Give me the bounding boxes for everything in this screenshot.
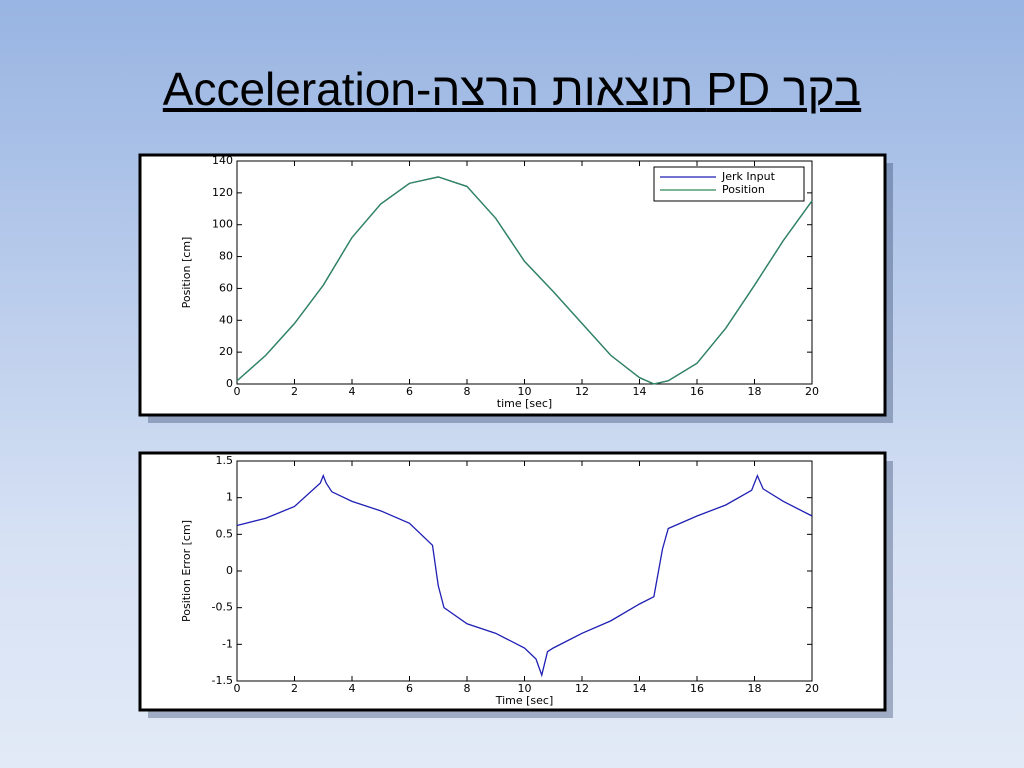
plot-area: [236, 460, 813, 682]
x-tick-label: 18: [748, 385, 762, 398]
y-tick-label: 0: [226, 377, 233, 390]
y-tick-label: -0.5: [212, 601, 233, 614]
x-tick-label: 12: [575, 385, 589, 398]
y-tick-label: 1.5: [216, 454, 234, 467]
slide-title: בקר PD תוצאות הרצה-Acceleration: [162, 63, 862, 115]
y-tick-label: 80: [219, 250, 233, 263]
x-tick-label: 10: [518, 682, 532, 695]
y-tick-label: -1: [222, 637, 233, 650]
y-tick-label: 40: [219, 313, 233, 326]
x-tick-label: 8: [464, 385, 471, 398]
y-axis-label: Position [cm]: [180, 237, 193, 309]
x-tick-label: 6: [406, 385, 413, 398]
y-tick-label: 140: [212, 154, 233, 167]
x-tick-label: 2: [291, 682, 298, 695]
x-tick-label: 8: [464, 682, 471, 695]
x-tick-label: 16: [690, 682, 704, 695]
x-tick-label: 14: [633, 682, 647, 695]
x-tick-label: 0: [234, 682, 241, 695]
legend-label: Jerk Input: [721, 170, 776, 183]
x-axis-label: time [sec]: [497, 397, 552, 410]
x-tick-label: 2: [291, 385, 298, 398]
y-tick-label: 0.5: [216, 527, 234, 540]
legend-box: [653, 166, 805, 202]
y-tick-label: 60: [219, 281, 233, 294]
x-axis-label: Time [sec]: [495, 694, 554, 707]
legend-label: Position: [722, 183, 765, 196]
y-tick-label: 100: [212, 218, 233, 231]
y-tick-label: 0: [226, 564, 233, 577]
x-tick-label: 4: [349, 385, 356, 398]
x-tick-label: 10: [518, 385, 532, 398]
y-tick-label: 1: [226, 491, 233, 504]
x-tick-label: 12: [575, 682, 589, 695]
x-tick-label: 0: [234, 385, 241, 398]
y-tick-label: 20: [219, 345, 233, 358]
y-tick-label: 120: [212, 186, 233, 199]
x-tick-label: 20: [805, 385, 819, 398]
x-tick-label: 18: [748, 682, 762, 695]
x-tick-label: 20: [805, 682, 819, 695]
y-tick-label: -1.5: [212, 674, 233, 687]
x-tick-label: 16: [690, 385, 704, 398]
data-line: [236, 176, 813, 385]
y-axis-label: Position Error [cm]: [180, 520, 193, 622]
data-line: [236, 473, 813, 678]
x-tick-label: 6: [406, 682, 413, 695]
x-tick-label: 4: [349, 682, 356, 695]
x-tick-label: 14: [633, 385, 647, 398]
